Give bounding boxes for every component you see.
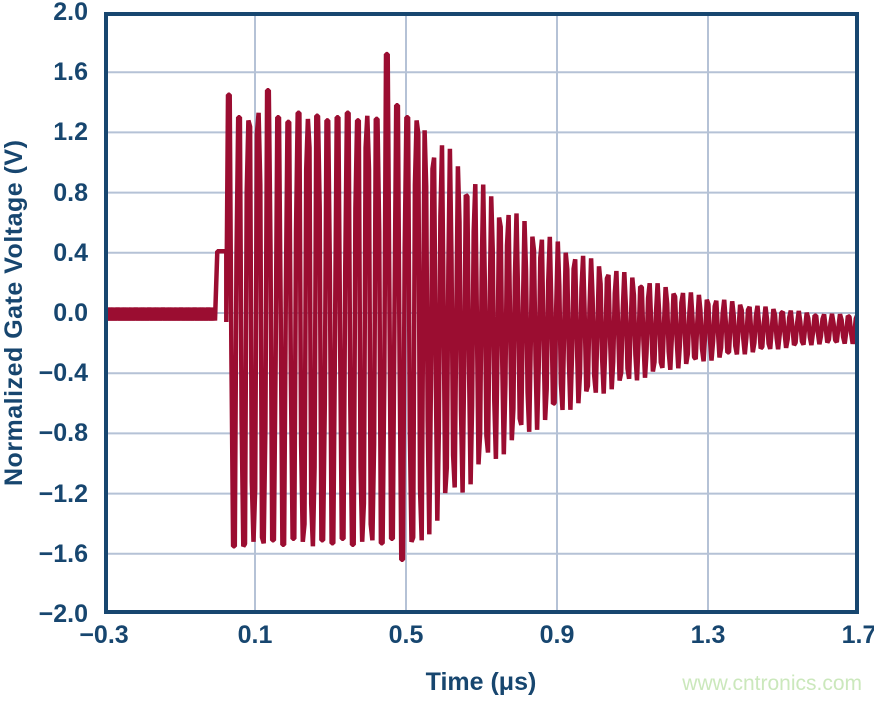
x-tick-label: 1.7: [841, 621, 874, 649]
y-tick-label: 2.0: [53, 0, 88, 26]
x-tick-label: 0.5: [388, 621, 424, 649]
y-tick-label: −0.4: [38, 359, 88, 388]
y-tick-label: −1.2: [38, 479, 88, 508]
waveform-line: [104, 51, 859, 563]
x-tick-label: 1.3: [690, 621, 726, 649]
y-tick-label: 0.0: [53, 299, 88, 327]
x-tick-label: 0.9: [539, 621, 575, 649]
y-tick-label: −2.0: [38, 600, 88, 628]
plot-border: [104, 12, 859, 614]
watermark: www.cntronics.com: [682, 672, 862, 695]
x-axis-title: Time (μs): [425, 668, 537, 696]
y-tick-label: 1.6: [53, 58, 88, 87]
plot-area: [104, 12, 859, 614]
x-tick-label: 0.1: [237, 621, 273, 649]
x-tick-label: −0.3: [79, 621, 129, 649]
y-tick-label: −0.8: [38, 419, 88, 448]
y-tick-label: 0.4: [53, 238, 88, 267]
y-tick-label: −1.6: [38, 539, 88, 568]
y-tick-label: 1.2: [53, 118, 88, 147]
y-tick-label: 0.8: [53, 178, 88, 207]
